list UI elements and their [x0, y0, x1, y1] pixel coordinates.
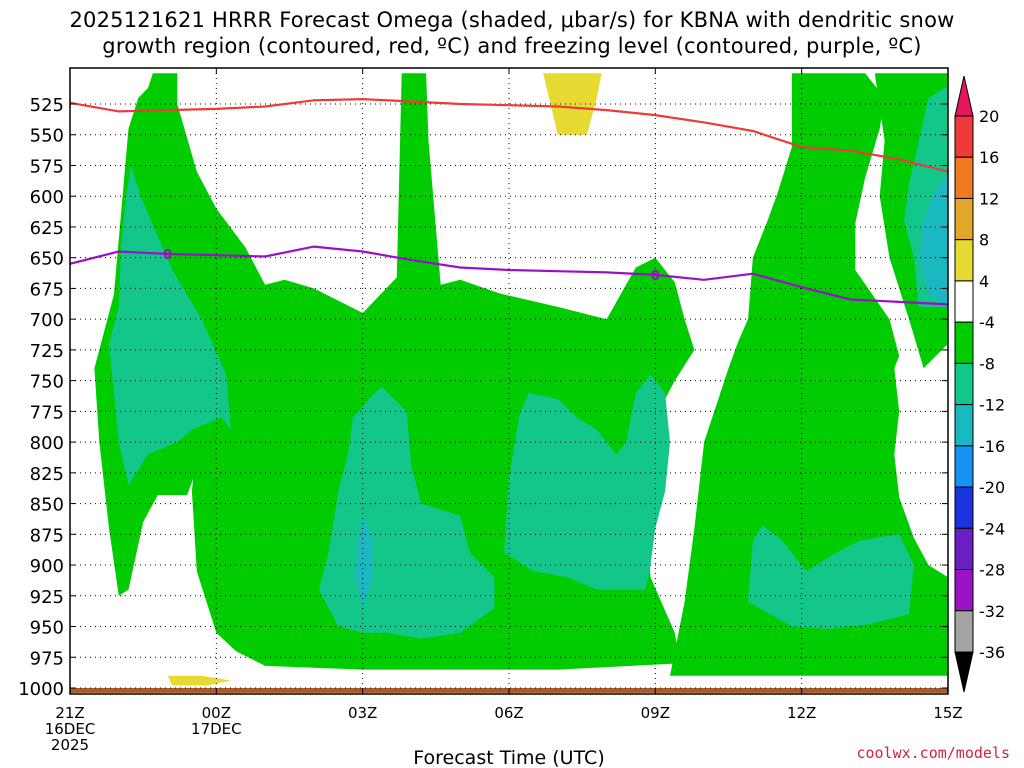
colorbar-label-11: -28	[979, 561, 1005, 580]
y-tick-label-900: 900	[30, 556, 64, 577]
x-tick-label-21Z-0: 21Z	[55, 704, 84, 722]
colorbar-swatch-6	[954, 362, 974, 406]
contour-line-dendritic	[70, 97, 948, 173]
x-tick-label-06Z-0: 06Z	[494, 704, 523, 722]
y-tick-label-650: 650	[30, 249, 64, 270]
y-tick-label-1000: 1000	[18, 679, 64, 700]
omega-region-yellow-bottom	[167, 675, 231, 686]
colorbar-swatch-3	[954, 239, 974, 282]
x-tick-label-03Z-0: 03Z	[348, 704, 377, 722]
contour-label-1: 0	[651, 269, 660, 284]
colorbar-swatch-7	[954, 404, 974, 447]
y-tick-label-600: 600	[30, 187, 64, 208]
colorbar-label-1: 16	[979, 148, 999, 167]
colorbar-swatch-8	[954, 445, 974, 488]
omega-region-cyan-right	[918, 171, 948, 307]
x-tick-label-00Z-1: 17DEC	[191, 720, 242, 738]
colorbar-swatch-1	[954, 156, 974, 199]
colorbar-label-0: 20	[979, 107, 999, 126]
colorbar-bottom-triangle	[954, 651, 974, 693]
colorbar-swatch-0	[954, 115, 974, 158]
y-tick-label-525: 525	[30, 95, 64, 116]
colorbar-label-12: -32	[979, 602, 1005, 621]
colorbar-label-9: -20	[979, 478, 1005, 497]
y-tick-label-775: 775	[30, 402, 64, 423]
colorbar-label-10: -24	[979, 519, 1005, 538]
y-tick-label-750: 750	[30, 372, 64, 393]
colorbar-label-2: 12	[979, 189, 999, 208]
colorbar-swatch-4	[954, 280, 974, 323]
colorbar-swatch-12	[954, 610, 974, 653]
x-tick-label-12Z-0: 12Z	[787, 704, 816, 722]
colorbar-swatch-2	[954, 197, 974, 241]
chart-title-line-1: 2025121621 HRRR Forecast Omega (shaded, …	[69, 8, 955, 32]
colorbar-label-4: 4	[979, 272, 989, 291]
colorbar-swatch-11	[954, 569, 974, 612]
x-tick-label-00Z-0: 00Z	[202, 704, 231, 722]
contour-line-freezing	[70, 245, 948, 306]
y-tick-label-850: 850	[30, 495, 64, 516]
y-tick-label-625: 625	[30, 218, 64, 239]
y-tick-label-725: 725	[30, 341, 64, 362]
colorbar-label-8: -16	[979, 437, 1005, 456]
omega-region-cyan-spot	[355, 515, 373, 609]
x-tick-label-21Z-2: 2025	[51, 736, 89, 754]
y-tick-label-800: 800	[30, 433, 64, 454]
chart-title-line-2: growth region (contoured, red, ºC) and f…	[102, 34, 922, 58]
colorbar-swatch-9	[954, 486, 974, 529]
colorbar-label-6: -8	[979, 354, 995, 373]
x-tick-label-21Z-1: 16DEC	[45, 720, 96, 738]
y-tick-label-925: 925	[30, 587, 64, 608]
x-tick-label-15Z-0: 15Z	[933, 704, 962, 722]
x-tick-label-09Z-0: 09Z	[641, 704, 670, 722]
y-tick-label-550: 550	[30, 126, 64, 147]
credit-label: coolwx.com/models	[856, 744, 1010, 762]
y-tick-label-975: 975	[30, 648, 64, 669]
colorbar-top-triangle	[954, 75, 974, 117]
y-tick-label-825: 825	[30, 464, 64, 485]
colorbar-swatch-5	[954, 321, 974, 364]
colorbar-swatch-10	[954, 527, 974, 571]
contour-label-0: 0	[163, 248, 172, 263]
y-tick-label-700: 700	[30, 310, 64, 331]
omega-region-green-right-band	[670, 73, 948, 676]
omega-region-teal-right	[748, 525, 914, 629]
y-tick-label-575: 575	[30, 156, 64, 177]
x-axis-label: Forecast Time (UTC)	[413, 747, 604, 768]
y-tick-label-675: 675	[30, 279, 64, 300]
colorbar-label-7: -12	[979, 396, 1005, 415]
y-tick-label-875: 875	[30, 525, 64, 546]
colorbar-label-5: -4	[979, 313, 995, 332]
colorbar-label-13: -36	[979, 643, 1005, 662]
omega-region-teal-8-to-12-left	[109, 165, 231, 486]
colorbar-label-3: 8	[979, 231, 989, 250]
y-tick-label-950: 950	[30, 618, 64, 639]
omega-region-yellow-top	[543, 73, 602, 135]
omega-region-teal-8-to-12-center-right	[504, 374, 670, 590]
